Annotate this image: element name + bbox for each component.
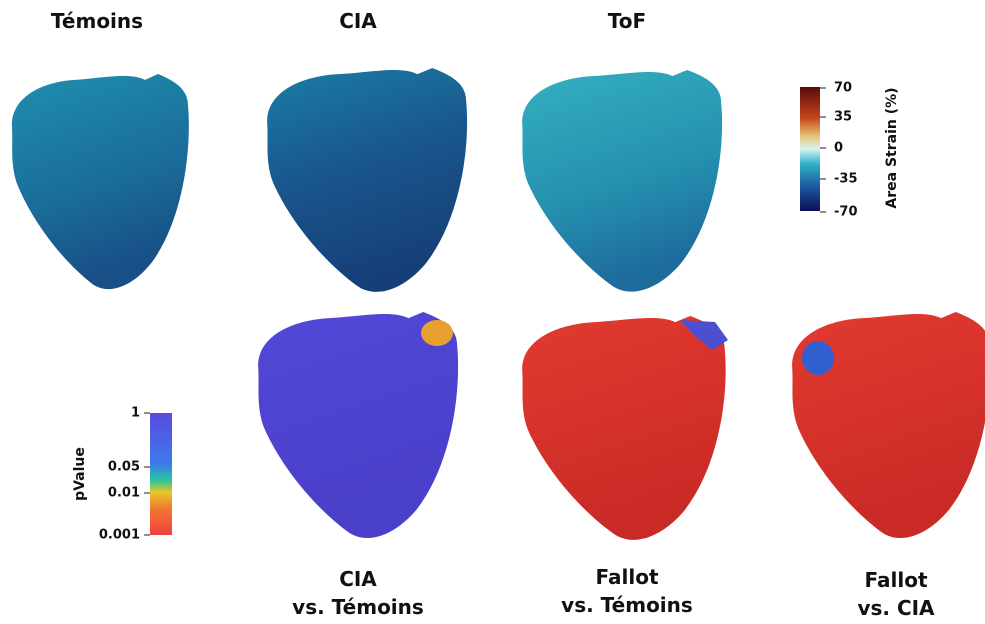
comparison-label: vs. Témoins [561,593,693,617]
colorbar [150,413,172,535]
tick-label: -35 [834,172,858,187]
comparison-label: Fallot [596,565,659,589]
tick-label: 0 [834,141,843,156]
top-titles: Témoins CIA ToF [51,9,646,33]
colorbar [800,87,820,211]
column-title: CIA [339,9,377,33]
hotspot [421,320,453,346]
strain-colorbar: Area Strain (%) 70 35 0 -35 -70 [800,81,900,220]
heart-map [522,70,723,292]
tick-label: 0.05 [108,460,140,475]
comparison-label: Fallot [865,568,928,592]
heart-map [11,74,189,290]
heart-pvalue [522,316,726,540]
heart-pvalue [258,312,459,539]
column-title: ToF [608,9,646,33]
tick-label: 0.01 [108,486,140,501]
pvalue-colorbar: pValue 1 0.05 0.01 0.001 [72,406,172,543]
comparison-label: CIA [339,567,377,591]
comparison-label: vs. CIA [857,596,935,620]
tick-label: 1 [131,406,140,421]
blue-region [680,320,728,350]
tick-label: -70 [834,205,858,220]
heart-map [267,68,468,292]
hotspot [802,341,834,375]
column-title: Témoins [51,9,143,33]
hearts [11,68,985,540]
colorbar-label: pValue [72,447,88,501]
tick-label: 35 [834,110,852,125]
comparison-label: vs. Témoins [292,595,424,619]
tick-label: 70 [834,81,852,96]
tick-label: 0.001 [99,528,140,543]
bottom-labels: CIA vs. Témoins Fallot vs. Témoins Fallo… [292,565,935,620]
colorbar-label: Area Strain (%) [884,87,900,208]
